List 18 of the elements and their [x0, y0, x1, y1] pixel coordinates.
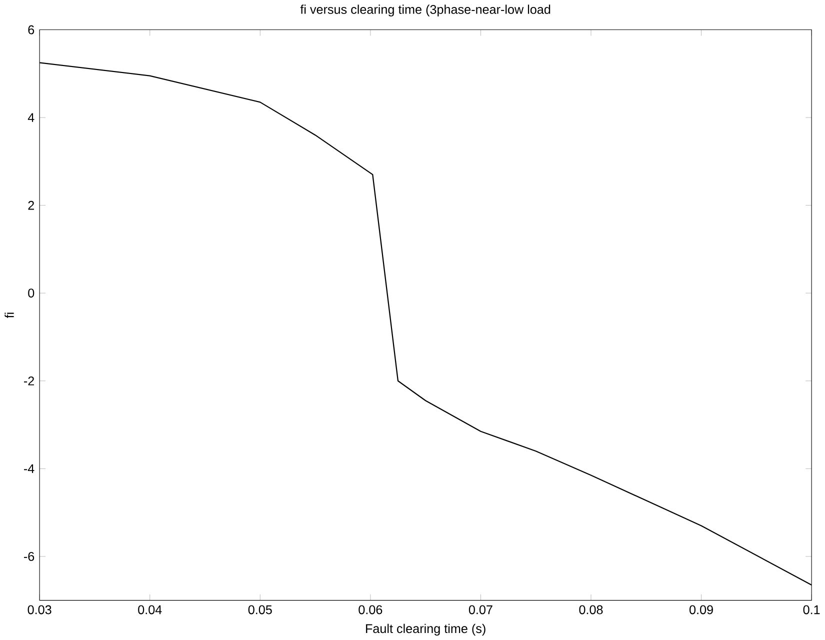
x-tick-label: 0.05	[248, 605, 272, 614]
y-tick-label: -2	[24, 376, 34, 386]
y-tick-label: -4	[24, 464, 34, 473]
y-tick-label: -6	[24, 552, 34, 561]
x-tick-label: 0.07	[468, 605, 492, 614]
x-axis-title: Fault clearing time (s)	[366, 624, 486, 636]
x-tick-label: 0.09	[690, 605, 713, 614]
x-tick-label: 0.03	[28, 605, 52, 614]
y-tick-label: 6	[28, 25, 34, 34]
x-tick-label: 0.08	[579, 605, 603, 614]
y-tick-label: 0	[28, 288, 34, 298]
chart-title: fi versus clearing time (3phase-near-low load	[300, 4, 550, 16]
x-tick-label: 0.06	[358, 605, 382, 614]
y-tick-label: 4	[28, 113, 34, 122]
y-axis-title: fi	[4, 312, 14, 318]
y-tick-label: 2	[28, 200, 34, 210]
x-tick-label: 0.04	[138, 605, 162, 614]
x-tick-label: 0.1	[803, 605, 820, 614]
